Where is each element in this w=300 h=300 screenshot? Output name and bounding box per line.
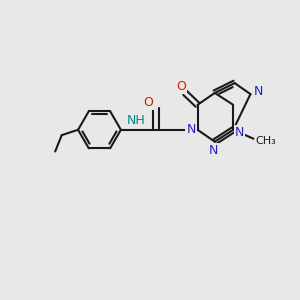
Text: N: N [254, 85, 263, 98]
Text: O: O [144, 96, 154, 109]
Text: O: O [177, 80, 186, 93]
Text: NH: NH [127, 114, 146, 127]
Text: N: N [186, 123, 196, 136]
Text: CH₃: CH₃ [256, 136, 276, 146]
Text: N: N [208, 143, 218, 157]
Text: N: N [235, 126, 244, 139]
